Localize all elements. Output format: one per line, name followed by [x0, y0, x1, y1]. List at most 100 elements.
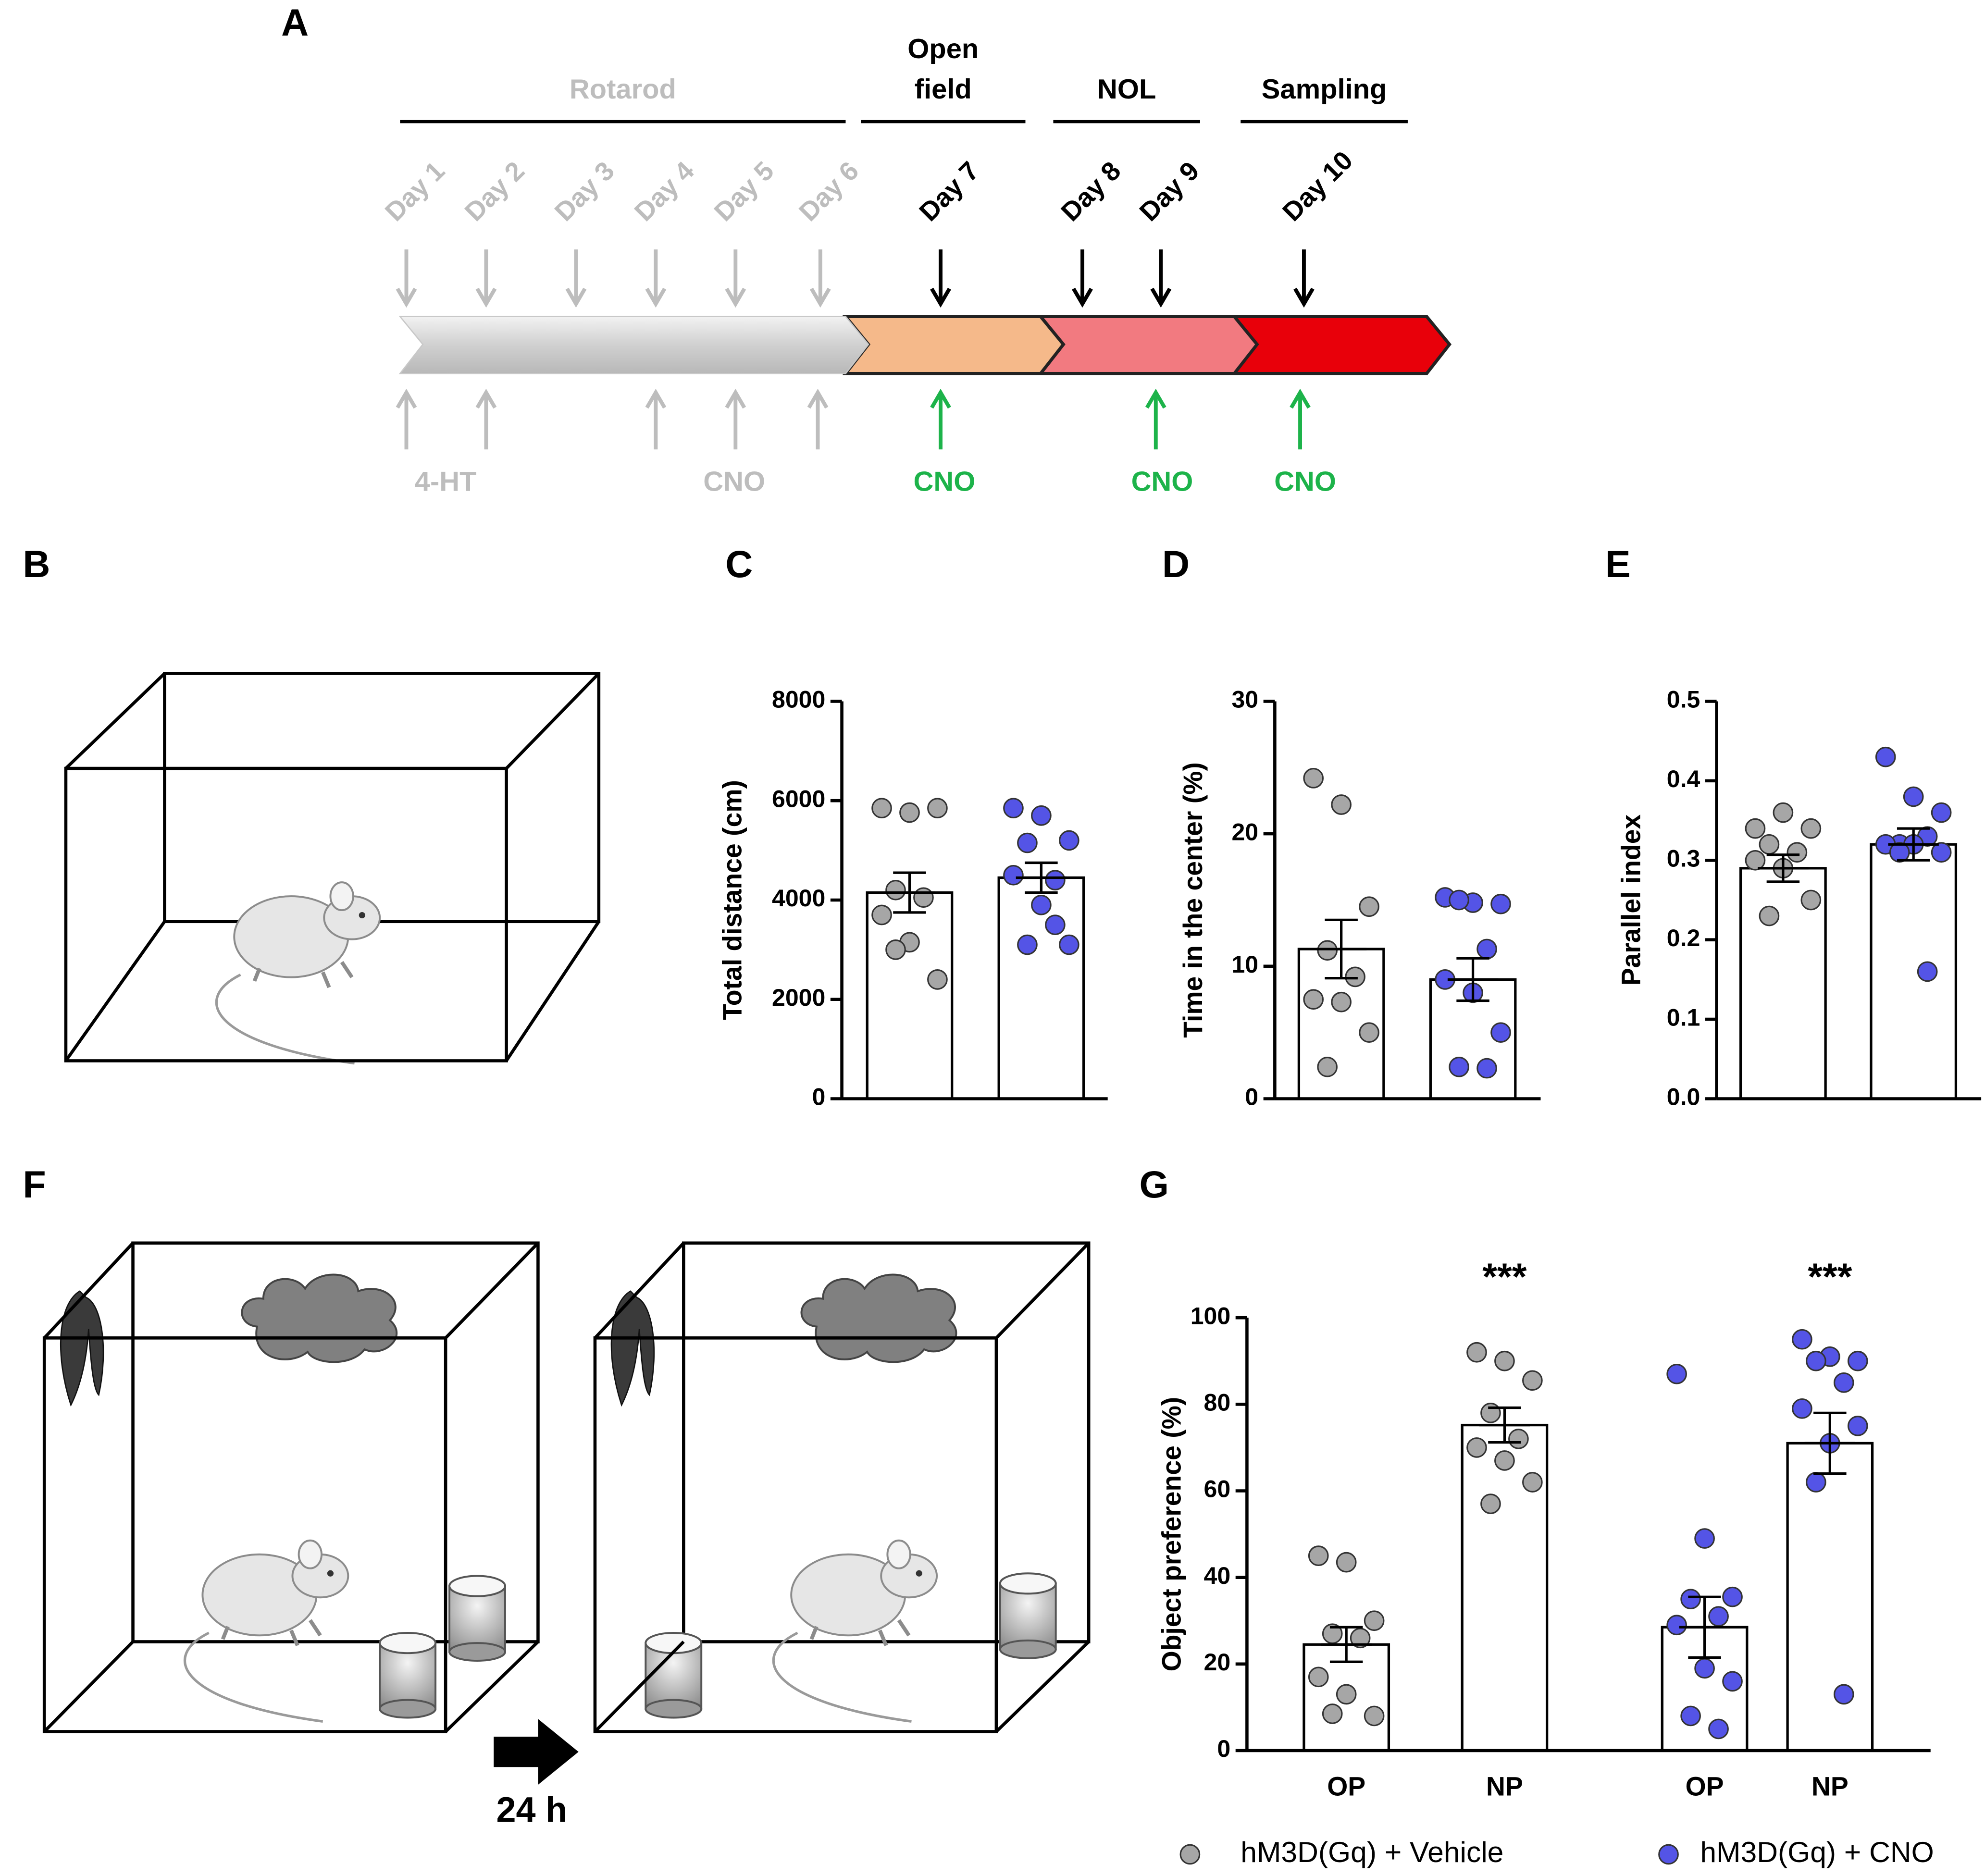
arrow-head — [1150, 287, 1172, 308]
treatment-label: 4-HT — [415, 467, 477, 497]
y-tick-label: 8000 — [772, 686, 825, 713]
arrow-head — [475, 388, 497, 409]
data-point — [1466, 1342, 1487, 1363]
data-point — [1800, 818, 1822, 839]
data-point — [1666, 1615, 1687, 1636]
day-label: Day 3 — [549, 156, 620, 227]
data-point — [1045, 914, 1066, 936]
day-label: Day 6 — [793, 156, 864, 227]
data-point — [1494, 1350, 1515, 1371]
y-tick-label: 100 — [1191, 1302, 1230, 1329]
data-point — [1303, 768, 1324, 789]
data-point — [1476, 938, 1497, 960]
arrow-head — [1290, 388, 1311, 409]
data-point — [1466, 1437, 1487, 1458]
legend-marker — [1179, 1844, 1201, 1865]
data-point — [1508, 1429, 1529, 1449]
y-tick-label: 30 — [1231, 686, 1258, 713]
day-label: Day 7 — [913, 156, 984, 227]
diagram-shape — [773, 1541, 937, 1722]
arrow-head — [930, 287, 951, 308]
phase-band — [1037, 315, 1259, 375]
diagram-shape — [610, 1290, 655, 1406]
data-point — [1308, 1666, 1329, 1688]
data-point — [1003, 798, 1024, 819]
data-point — [1031, 805, 1052, 826]
arrow-head — [396, 287, 417, 308]
arrow-head — [725, 388, 746, 409]
y-tick-label: 40 — [1204, 1562, 1231, 1589]
diagram-shape — [185, 1541, 348, 1722]
data-point — [1917, 961, 1938, 982]
data-point — [1800, 889, 1822, 911]
y-tick-label: 6000 — [772, 785, 825, 812]
data-point — [1017, 832, 1038, 853]
diagram-shape — [42, 1336, 447, 1733]
day-label: Day 5 — [708, 156, 780, 227]
y-axis-label: Parallel index — [1616, 814, 1646, 986]
day-label: Day 10 — [1277, 145, 1358, 227]
data-point — [1331, 991, 1352, 1012]
data-point — [1833, 1372, 1854, 1393]
data-point — [1680, 1705, 1701, 1727]
diagram-shape — [131, 1241, 540, 1643]
y-tick-label: 20 — [1231, 818, 1258, 845]
diagram-shape — [64, 672, 600, 1062]
diagram-shape — [60, 1290, 104, 1406]
data-point — [1875, 746, 1896, 767]
y-axis-label: Total distance (cm) — [717, 780, 747, 1020]
bar — [866, 891, 954, 1100]
y-tick-label: 0.5 — [1667, 686, 1700, 713]
data-point — [1490, 1022, 1511, 1043]
data-point — [1331, 794, 1352, 815]
data-point — [1359, 1022, 1379, 1043]
data-point — [1449, 1057, 1469, 1077]
data-point — [1317, 940, 1338, 961]
data-point — [1490, 893, 1511, 914]
data-point — [1494, 1450, 1515, 1471]
data-point — [1359, 896, 1379, 917]
y-tick-label: 0.4 — [1667, 765, 1700, 792]
day-label: Day 4 — [629, 156, 700, 227]
data-point — [1322, 1623, 1343, 1644]
treatment-label: CNO — [1274, 467, 1336, 497]
data-point — [1522, 1472, 1543, 1493]
data-point — [1522, 1370, 1543, 1391]
panel-letter: B — [23, 543, 50, 585]
data-point — [1792, 1398, 1812, 1419]
y-tick-label: 0.3 — [1667, 845, 1700, 872]
data-point — [1889, 842, 1910, 863]
data-point — [885, 879, 906, 901]
panel-letter: G — [1140, 1163, 1169, 1206]
data-point — [1480, 1493, 1501, 1514]
phase-label: Open — [907, 34, 979, 64]
data-point — [1792, 1329, 1812, 1350]
phase-label: field — [915, 74, 972, 105]
data-point — [1680, 1589, 1701, 1610]
y-tick-label: 2000 — [772, 984, 825, 1011]
y-tick-label: 60 — [1204, 1476, 1231, 1503]
x-tick-label: OP — [1327, 1772, 1365, 1802]
day-label: Day 9 — [1134, 156, 1205, 227]
y-tick-label: 0 — [812, 1084, 825, 1111]
data-point — [927, 969, 948, 990]
diagram-shape — [448, 1575, 506, 1662]
data-point — [1059, 934, 1079, 955]
y-tick-label: 0.2 — [1667, 925, 1700, 951]
diagram-shape — [216, 882, 380, 1063]
data-point — [1903, 786, 1924, 807]
data-point — [1308, 1545, 1329, 1566]
data-point — [1449, 889, 1469, 911]
x-tick-label: NP — [1811, 1772, 1849, 1802]
arrow-head — [396, 388, 417, 409]
data-point — [1059, 830, 1079, 851]
data-point — [1350, 1628, 1371, 1649]
day-label: Day 8 — [1055, 156, 1126, 227]
data-point — [1759, 905, 1780, 926]
arrow-head — [645, 287, 667, 308]
arrow-head — [930, 388, 951, 409]
data-point — [871, 904, 892, 926]
y-tick-label: 20 — [1204, 1649, 1231, 1676]
panel-letter: C — [725, 543, 753, 585]
